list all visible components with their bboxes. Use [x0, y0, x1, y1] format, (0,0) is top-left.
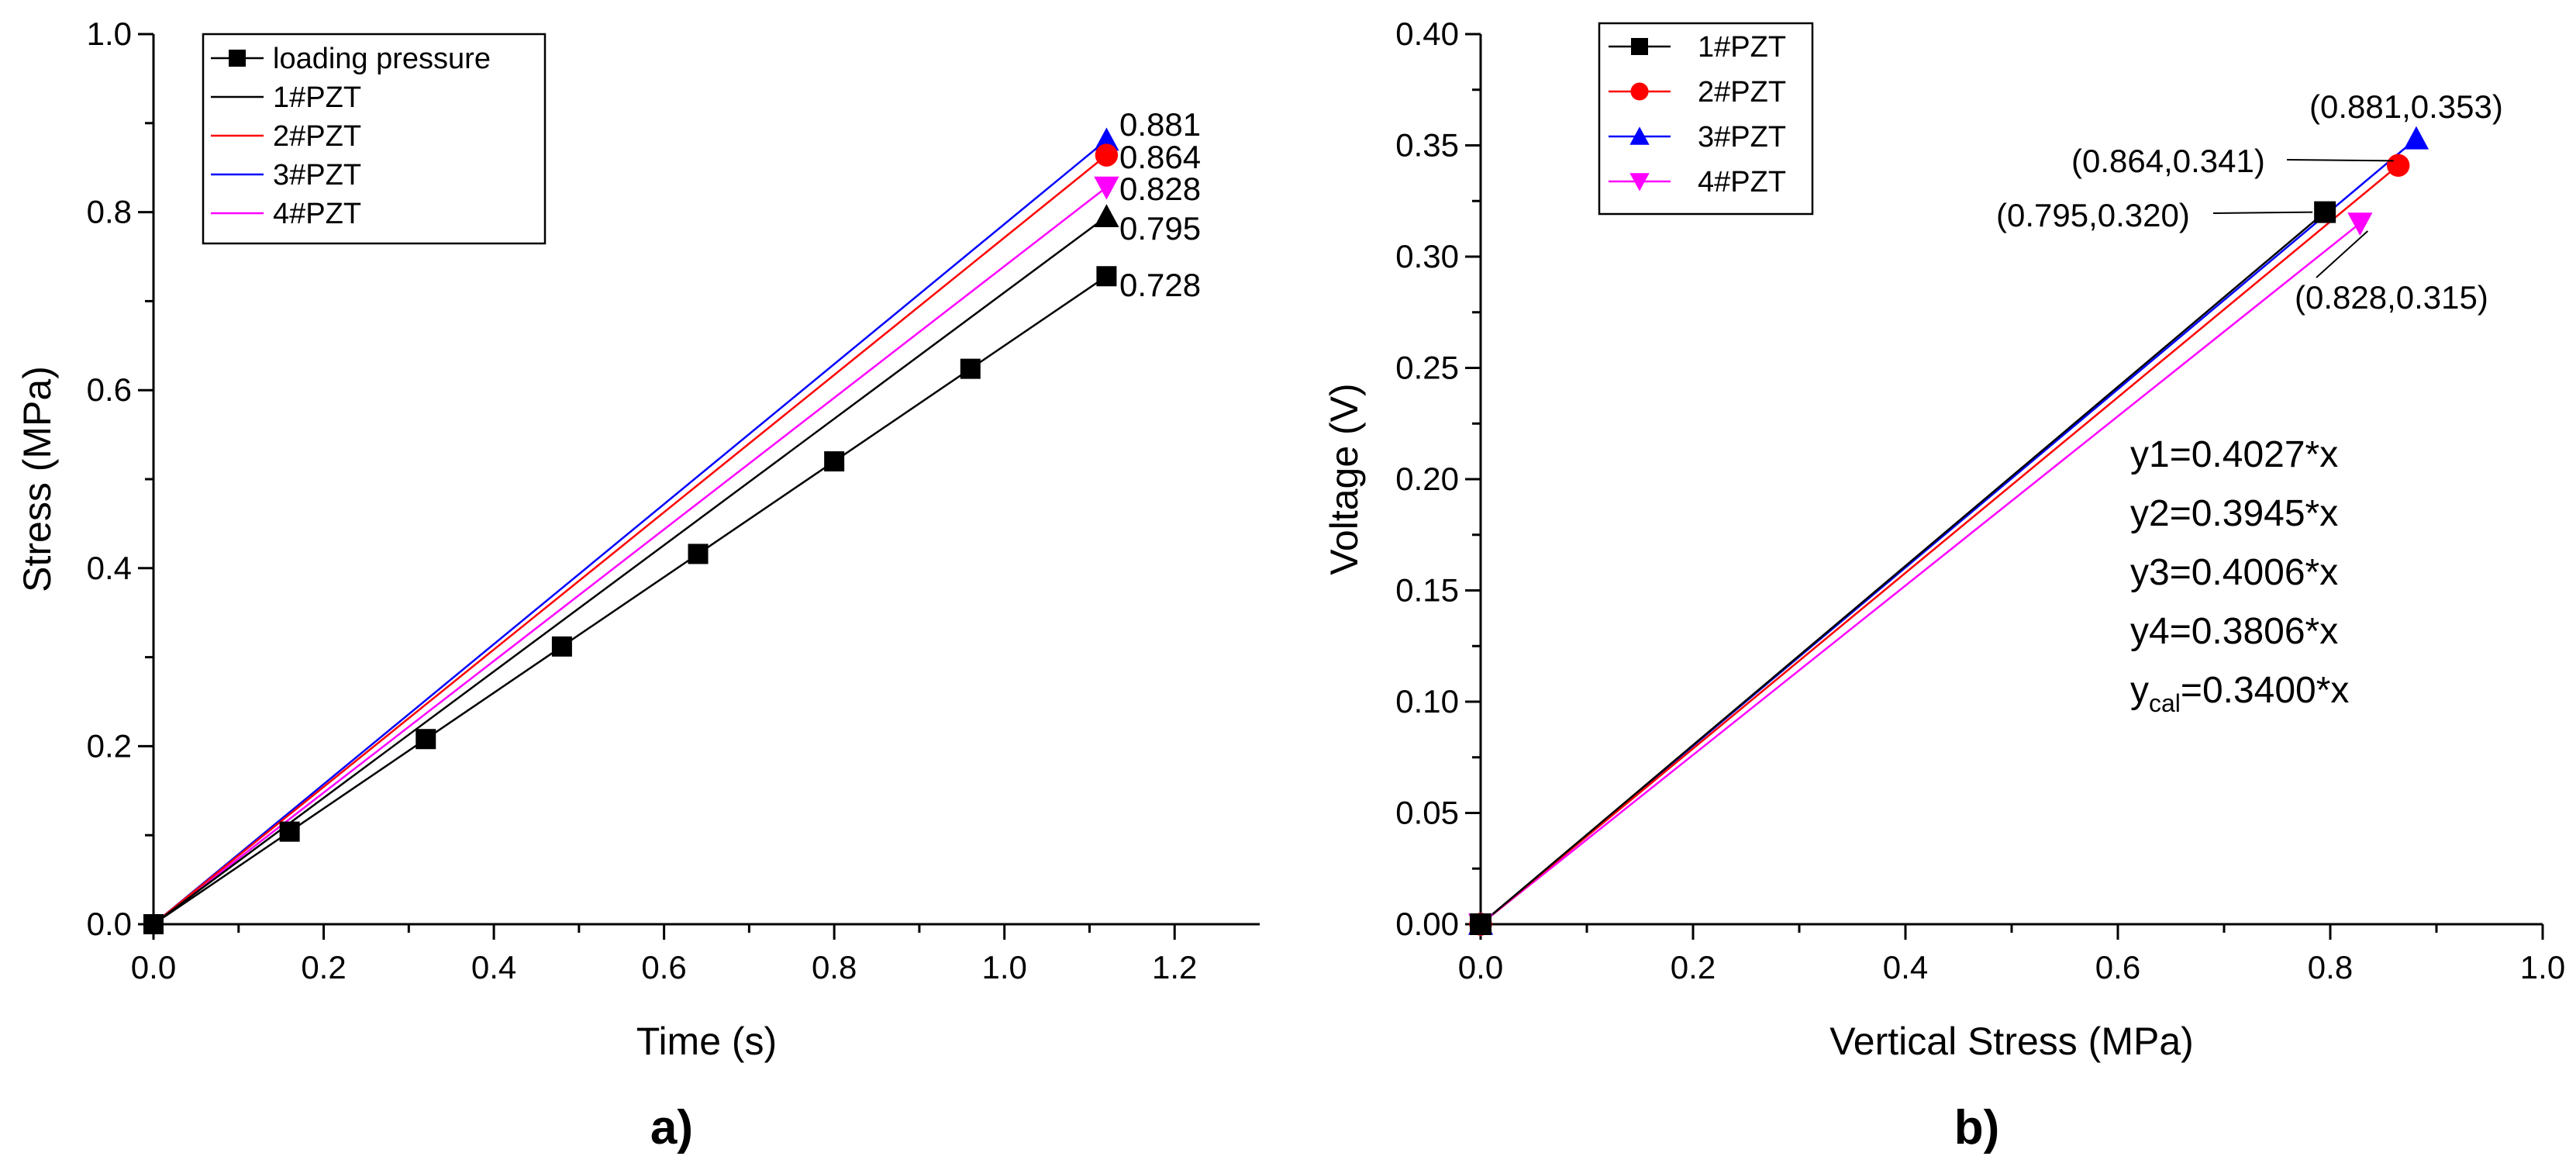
chart2-series-line-4 — [1480, 222, 2361, 925]
chart1-legend-box — [202, 33, 547, 245]
chart2-series-point-3 — [2403, 126, 2429, 150]
chart1-series-point-1 — [824, 451, 845, 472]
chart2-panel-label: b) — [1954, 1101, 2000, 1154]
chart2-y-tick-label: 0.20 — [1395, 461, 1459, 497]
chart1-data-label: 0.864 — [1119, 139, 1201, 175]
chart1-y-tick-label: 0.8 — [87, 194, 132, 230]
chart1-series-point-1 — [551, 636, 572, 657]
chart2-series-line-2 — [1480, 164, 2399, 925]
chart1-legend-label: loading pressure — [273, 43, 491, 75]
chart1-y-tick-label: 0.4 — [87, 550, 132, 586]
chart1-data-label: 0.728 — [1119, 267, 1201, 303]
chart2-legend-marker — [1631, 38, 1648, 55]
chart2-legend-marker — [1629, 173, 1650, 192]
chart2-x-tick-label: 0.2 — [1671, 949, 1716, 985]
chart2-point-label: (0.828,0.315) — [2295, 279, 2488, 316]
chart1-y-axis-title: Stress (MPa) — [16, 366, 59, 592]
chart1-series-line-4 — [153, 139, 1108, 925]
chart1-legend-label: 4#PZT — [273, 198, 361, 230]
chart1-legend-label: 1#PZT — [273, 81, 361, 114]
chart1-x-tick-label: 1.0 — [981, 949, 1026, 985]
chart2-point-label-leader — [2316, 230, 2369, 278]
chart2-y-tick-label: 0.30 — [1395, 238, 1459, 274]
chart2-equation: y3=0.4006*x — [2130, 552, 2338, 593]
chart2-point-label: (0.881,0.353) — [2309, 88, 2503, 125]
chart2-y-tick-label: 0.00 — [1395, 906, 1459, 942]
chart2-point-label-leader — [2212, 211, 2313, 214]
chart2-y-axis-title: Voltage (V) — [1322, 383, 1366, 575]
chart1-y-tick-label: 1.0 — [87, 16, 132, 52]
chart1-x-tick-label: 0.0 — [131, 949, 176, 985]
chart1-x-tick-label: 0.6 — [641, 949, 686, 985]
chart1-panel-label: a) — [650, 1101, 693, 1154]
chart2-y-tick-label: 0.10 — [1395, 683, 1459, 720]
chart2-x-tick-label: 0.4 — [1883, 949, 1928, 985]
chart2-y-tick-label: 0.25 — [1395, 350, 1459, 386]
chart1-series-point-1 — [279, 821, 300, 842]
chart1-series-point-5 — [1094, 176, 1119, 200]
chart2-x-tick-label: 0.6 — [2095, 949, 2140, 985]
chart1-series-line-1 — [153, 275, 1108, 926]
chart2-y-tick-label: 0.05 — [1395, 795, 1459, 831]
chart2-equation: y2=0.3945*x — [2130, 493, 2338, 534]
chart2-x-tick-label: 1.0 — [2520, 949, 2565, 985]
chart1-series-line-3 — [153, 154, 1108, 925]
chart1-series-point-1 — [143, 914, 164, 934]
chart2-series-point-4 — [2347, 212, 2373, 236]
chart2-point-label: (0.864,0.341) — [2071, 143, 2265, 179]
chart2-x-axis-title: Vertical Stress (MPa) — [1829, 1020, 2194, 1063]
chart2-series-point-1 — [2314, 201, 2336, 223]
chart1-series-point-1 — [960, 358, 981, 379]
chart1-legend-label: 2#PZT — [273, 120, 361, 153]
chart1-series-point-2 — [1094, 204, 1119, 228]
chart2-legend-label: 2#PZT — [1698, 76, 1786, 109]
chart1-x-tick-label: 0.8 — [812, 949, 857, 985]
chart1-series-point-4 — [1094, 127, 1119, 151]
chart1-x-tick-label: 0.4 — [471, 949, 516, 985]
chart1-y-tick-label: 0.0 — [87, 906, 132, 942]
chart1-series-point-3 — [1095, 143, 1119, 167]
chart1-x-tick-label: 0.2 — [301, 949, 346, 985]
chart1-data-label: 0.881 — [1119, 106, 1201, 143]
chart1-series-line-2 — [153, 216, 1108, 926]
chart2-equation: y1=0.4027*x — [2130, 434, 2338, 475]
chart1-data-label: 0.795 — [1119, 210, 1201, 247]
chart2-x-tick-label: 0.8 — [2308, 949, 2353, 985]
chart1-y-tick-label: 0.2 — [87, 727, 132, 764]
chart1-data-label: 0.828 — [1119, 171, 1201, 207]
chart2-y-tick-label: 0.35 — [1395, 127, 1459, 164]
chart2-y-tick-label: 0.40 — [1395, 16, 1459, 52]
chart1-legend-label: 3#PZT — [273, 159, 361, 192]
chart1-series-line-5 — [153, 186, 1108, 925]
chart2-legend-marker — [1630, 82, 1649, 101]
chart2-equation: ycal=0.3400*x — [2130, 670, 2349, 717]
chart1-y-tick-label: 0.6 — [87, 371, 132, 408]
chart2-legend-label: 3#PZT — [1698, 121, 1786, 154]
chart2-legend-label: 1#PZT — [1698, 31, 1786, 64]
chart1-x-tick-label: 1.2 — [1152, 949, 1197, 985]
chart2-series-point-2 — [2386, 154, 2410, 178]
chart1-legend-marker — [229, 50, 246, 67]
chart2-legend-label: 4#PZT — [1698, 166, 1786, 198]
chart2-y-tick-label: 0.15 — [1395, 572, 1459, 609]
chart1-x-axis-title: Time (s) — [636, 1020, 777, 1063]
chart2-series-line-1 — [1480, 211, 2326, 925]
chart2-point-label: (0.795,0.320) — [1996, 197, 2190, 233]
chart2-series-point-1 — [1470, 913, 1491, 935]
chart2-equation: y4=0.3806*x — [2130, 611, 2338, 652]
chart1-series-point-1 — [416, 729, 436, 750]
chart1-series-point-1 — [688, 544, 709, 564]
chart2-x-tick-label: 0.0 — [1458, 949, 1503, 985]
chart2-legend-marker — [1629, 126, 1650, 145]
chart1-series-point-1 — [1096, 266, 1117, 287]
